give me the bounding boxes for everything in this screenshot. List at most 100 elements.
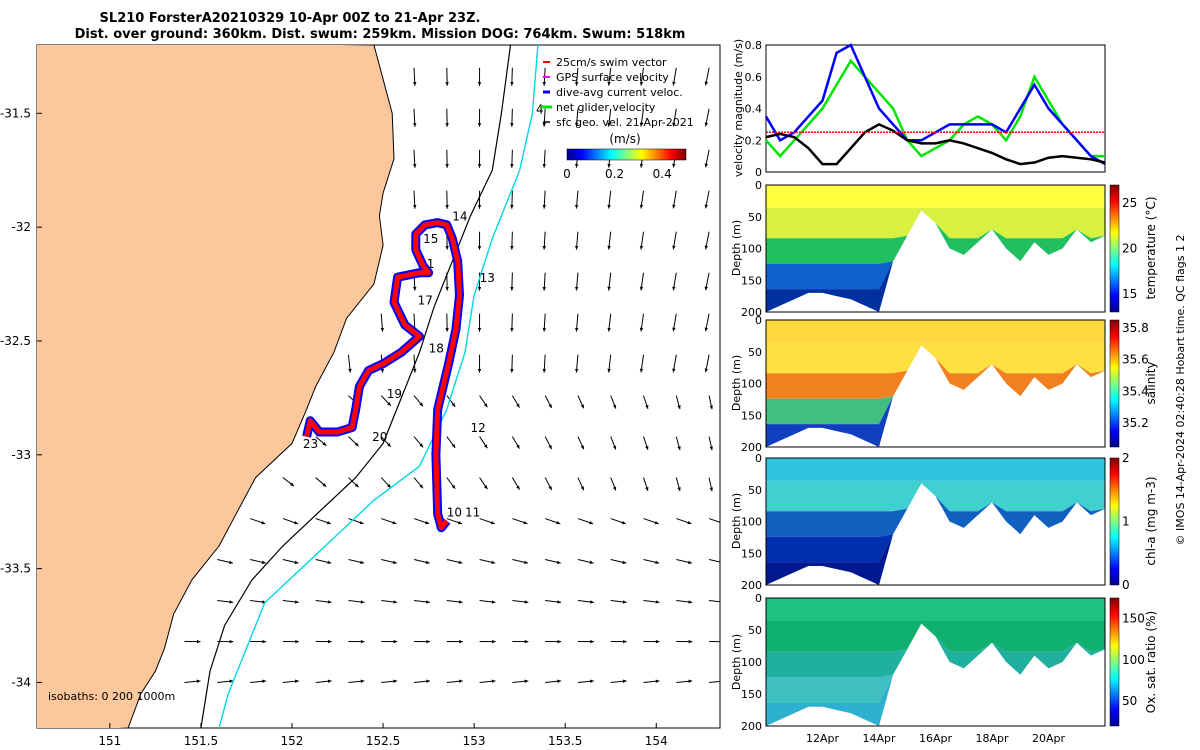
geo-vector-head xyxy=(704,204,709,209)
geo-vector-head xyxy=(557,679,562,683)
section-y-tick-label: 150 xyxy=(741,409,762,422)
geo-vector-head xyxy=(607,245,611,250)
section-y-tick-label: 0 xyxy=(755,314,762,327)
speed-colorbar: (m/s) 0 0.2 0.4 xyxy=(563,132,687,181)
geo-vector-head xyxy=(380,368,385,373)
geostrophic-vector-field xyxy=(184,67,725,683)
geo-vector-head xyxy=(621,520,626,525)
geo-vector-head xyxy=(721,640,725,643)
heatmap-band xyxy=(766,345,1105,425)
track-day-labels: 14 15 1 13 17 18 19 12 20 23 10 11 4 xyxy=(303,102,544,519)
geo-vector-head xyxy=(721,679,725,682)
geo-vector-head xyxy=(574,122,579,127)
geo-vector-head xyxy=(556,520,561,525)
geo-vector-head xyxy=(419,443,424,448)
geo-vector-head xyxy=(327,600,332,604)
velocity-y-tick-label: 0.8 xyxy=(745,39,763,52)
geo-vector-head xyxy=(542,327,547,332)
geo-vector-head xyxy=(542,204,547,209)
geo-vector-head xyxy=(477,287,482,291)
map-x-tick-label: 152 xyxy=(281,734,304,748)
geo-vector xyxy=(709,600,720,603)
section-colorbar-tick: 100 xyxy=(1122,653,1145,667)
section-y-tick-label: 50 xyxy=(748,484,762,497)
geo-vector-head xyxy=(607,286,611,291)
geo-vector-head xyxy=(445,82,449,86)
geo-vector-head xyxy=(607,81,611,86)
heatmap-band xyxy=(766,458,1105,481)
geo-vector-head xyxy=(483,444,488,449)
geo-vector-head xyxy=(445,164,449,168)
geo-vector-head xyxy=(327,560,332,564)
geo-vector-head xyxy=(477,246,482,250)
track-label: 23 xyxy=(303,437,318,451)
section-colorbar-tick: 35.6 xyxy=(1122,353,1149,367)
track-label: 17 xyxy=(418,294,433,308)
date-x-ticks: 12Apr 14Apr 16Apr 18Apr 20Apr xyxy=(806,732,1066,745)
track-label: 11 xyxy=(465,505,480,519)
geo-vector-head xyxy=(645,404,649,409)
isobath-label: isobaths: 0 200 1000m xyxy=(48,690,175,703)
geo-vector xyxy=(708,559,720,563)
geo-vector-head xyxy=(688,600,693,604)
geo-vector-head xyxy=(548,485,552,490)
geo-vector-head xyxy=(426,600,430,604)
geo-vector-head xyxy=(622,560,627,564)
section-colorbar-tick: 150 xyxy=(1122,612,1145,626)
date-x-tick-label: 20Apr xyxy=(1032,732,1066,745)
temperature-ylabel: Depth (m) xyxy=(730,220,743,276)
heatmap-band xyxy=(766,598,1105,621)
geo-vector-head xyxy=(412,82,417,86)
geo-vector-head xyxy=(589,560,594,564)
geo-vector-head xyxy=(510,246,514,250)
geo-vector-head xyxy=(677,405,681,410)
geo-vector-head xyxy=(477,82,482,86)
velocity-panel: 0 0.2 0.4 0.6 0.8 velocity magnitude (m/s) xyxy=(732,39,1106,179)
track-label: 13 xyxy=(480,271,495,285)
section-y-tick-label: 50 xyxy=(748,624,762,637)
geo-vector-head xyxy=(516,403,520,408)
geo-vector-head xyxy=(612,486,617,491)
date-x-tick-label: 12Apr xyxy=(806,732,840,745)
geo-vector-head xyxy=(556,560,561,564)
heatmap-band xyxy=(766,480,1105,512)
section-colorbar-tick: 35.4 xyxy=(1122,384,1149,398)
section-colorbar xyxy=(1109,457,1120,586)
geo-vector-head xyxy=(523,520,528,525)
velocity-y-tick-label: 0 xyxy=(755,166,762,179)
geo-vector-head xyxy=(524,639,529,644)
geo-vector-head xyxy=(542,286,547,291)
figure-title-line2: Dist. over ground: 360km. Dist. swum: 25… xyxy=(75,27,686,42)
geo-vector-head xyxy=(590,679,594,683)
map-x-tick-label: 153.5 xyxy=(548,734,582,748)
geo-vector-head xyxy=(645,445,649,450)
geo-vector-head xyxy=(419,484,424,489)
geo-vector-head xyxy=(354,442,359,447)
geo-vector-head xyxy=(639,122,644,127)
temperature-colorbar-label: temperature (°C) xyxy=(1144,197,1158,300)
geo-vector-head xyxy=(229,560,233,564)
heatmap-band xyxy=(766,623,1105,703)
geo-vector-head xyxy=(393,600,398,604)
geo-vector-head xyxy=(348,368,352,373)
geo-vector-head xyxy=(524,600,529,604)
geo-vector-head xyxy=(574,286,579,291)
map-x-tick-label: 152.5 xyxy=(366,734,400,748)
heatmap-band xyxy=(766,210,1105,290)
geo-vector-head xyxy=(445,287,449,291)
geo-vector-head xyxy=(445,205,449,209)
geo-vector-head xyxy=(580,445,584,450)
geo-vector-head xyxy=(229,600,234,604)
geo-vector-head xyxy=(510,82,514,86)
section-colorbar-tick: 35.2 xyxy=(1122,416,1149,430)
geo-vector-head xyxy=(612,445,617,450)
chla-colorbar-label: chl-a (mg m-3) xyxy=(1144,476,1158,565)
geo-vector-head xyxy=(655,600,660,604)
geo-vector-head xyxy=(607,368,611,373)
geo-vector-head xyxy=(542,368,547,373)
geo-vector-head xyxy=(483,403,488,408)
section-heatmap xyxy=(766,598,1105,726)
track-label: 15 xyxy=(423,232,438,246)
geo-vector-head xyxy=(458,600,463,604)
geo-vector-head xyxy=(510,123,514,127)
